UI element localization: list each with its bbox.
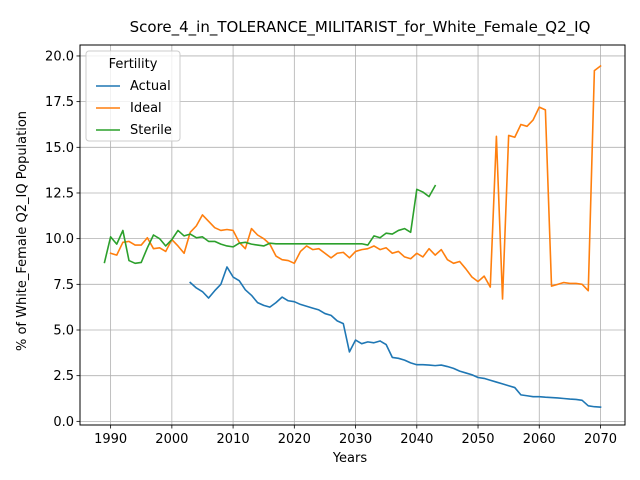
chart-title: Score_4_in_TOLERANCE_MILITARIST_for_Whit… (130, 18, 591, 37)
legend: Fertility Actual Ideal Sterile (85, 50, 181, 142)
y-tick-label: 15.0 (45, 141, 74, 156)
x-tick-label: 2010 (217, 432, 250, 447)
legend-label-ideal: Ideal (130, 101, 162, 116)
y-tick-label: 10.0 (45, 232, 74, 247)
legend-box (85, 50, 181, 142)
legend-title: Fertility (109, 57, 158, 72)
axis-ticks: 1990 2000 2010 2020 2030 2040 2050 2060 2070 0.0 2… (45, 49, 617, 447)
legend-label-actual: Actual (130, 79, 171, 94)
x-tick-label: 2050 (461, 432, 494, 447)
x-tick-label: 2030 (339, 432, 372, 447)
y-tick-label: 2.5 (53, 369, 74, 384)
y-tick-label: 17.5 (45, 95, 74, 110)
x-tick-label: 2020 (278, 432, 311, 447)
x-tick-label: 2000 (155, 432, 188, 447)
series-lines (103, 64, 602, 408)
series-line-actual (189, 266, 602, 408)
legend-label-sterile: Sterile (130, 123, 172, 138)
y-tick-label: 0.0 (53, 415, 74, 430)
series-line-sterile (103, 184, 437, 265)
y-tick-label: 12.5 (45, 186, 74, 201)
x-tick-label: 1990 (94, 432, 127, 447)
x-tick-label: 2040 (400, 432, 433, 447)
y-tick-label: 5.0 (53, 324, 74, 339)
y-tick-label: 7.5 (53, 278, 74, 293)
plot-frame (79, 44, 626, 426)
x-tick-label: 2070 (584, 432, 617, 447)
y-axis-label: % of White_Female Q2_IQ Population (15, 111, 30, 351)
series-line-ideal (109, 64, 602, 300)
y-tick-label: 20.0 (45, 49, 74, 64)
x-tick-label: 2060 (523, 432, 556, 447)
x-axis-label: Years (332, 451, 368, 466)
